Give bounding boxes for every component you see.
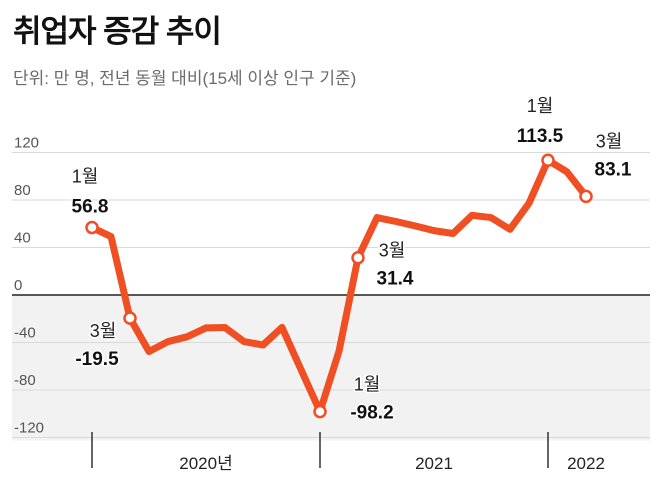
chart-title: 취업자 증감 추이 <box>13 14 222 49</box>
y-tick-label: 0 <box>14 277 22 294</box>
annotation-month-label: 1월 <box>354 375 381 395</box>
y-tick-label: 40 <box>14 230 31 247</box>
annotation-value-label: 83.1 <box>595 159 632 180</box>
y-tick-label: -40 <box>14 325 36 342</box>
x-group-label: 2022 <box>567 454 605 473</box>
series-line <box>88 156 590 416</box>
y-tick-label: -80 <box>14 372 36 389</box>
annotation-value-label: -98.2 <box>350 403 393 424</box>
y-tick-label: 120 <box>14 135 39 152</box>
y-tick-label: -120 <box>14 420 44 437</box>
annotation-month-label: 3월 <box>90 321 117 341</box>
annotation-month-label: 1월 <box>72 167 99 187</box>
y-tick-label: 80 <box>14 182 31 199</box>
data-point-marker <box>85 220 99 235</box>
chart-subtitle: 단위: 만 명, 전년 동월 대비(15세 이상 인구 기준) <box>13 69 357 88</box>
annotation-month-label: 3월 <box>596 131 623 151</box>
annotation-value-label: 31.4 <box>377 269 414 290</box>
annotation-month-label: 1월 <box>527 96 554 116</box>
annotation-value-label: 56.8 <box>72 197 109 218</box>
data-point-marker <box>541 153 555 167</box>
data-point-marker <box>123 311 137 325</box>
x-group-label: 2021 <box>415 454 453 473</box>
data-point-marker <box>313 404 327 419</box>
annotation-value-label: 113.5 <box>517 126 564 147</box>
annotation-month-label: 3월 <box>379 241 406 261</box>
x-group-label: 2020년 <box>179 454 232 473</box>
data-point-marker <box>351 250 365 265</box>
annotation-value-label: -19.5 <box>75 349 119 370</box>
data-point-marker <box>579 189 593 204</box>
